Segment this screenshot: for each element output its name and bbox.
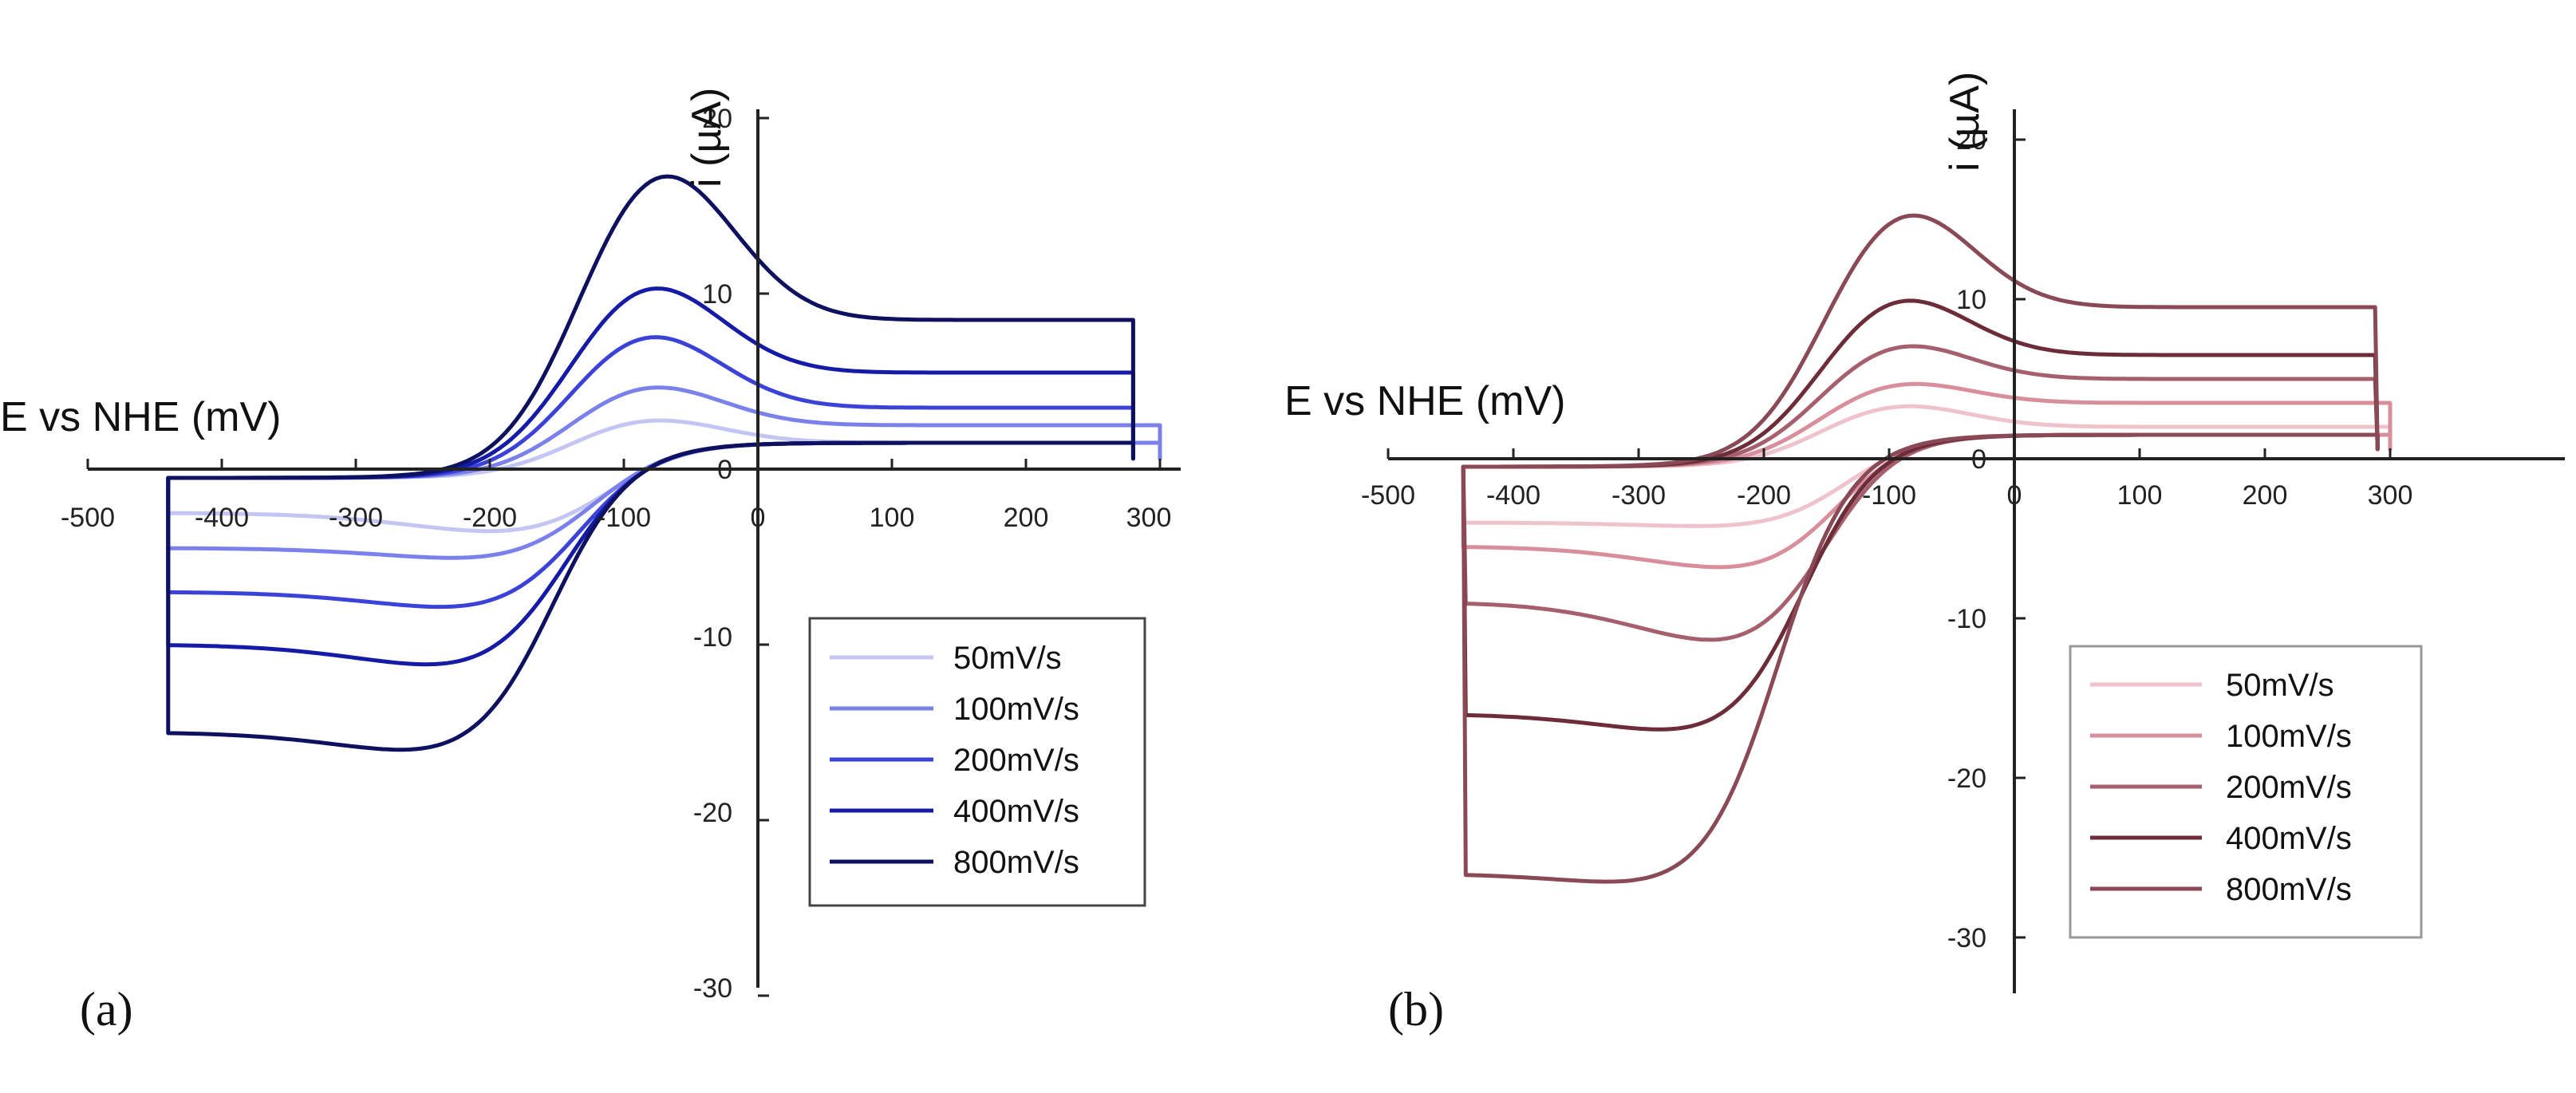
panel-a-y-tick-label: -10 bbox=[693, 622, 732, 653]
panel-a-y-tick-label: 10 bbox=[702, 279, 732, 310]
panel-b-x-tick-label: -500 bbox=[1361, 480, 1415, 511]
cv-curve-800mV-per-s bbox=[166, 174, 1135, 752]
panel-b-x-tick-label: 300 bbox=[2368, 480, 2413, 511]
legend-label: 100mV/s bbox=[953, 692, 1079, 727]
panel-a-ticks bbox=[86, 116, 1162, 997]
panel-b-y-tick-label: 10 bbox=[1956, 285, 1986, 315]
legend-label: 400mV/s bbox=[2226, 821, 2352, 856]
panel-a: -500 -400 -300 -200 -100 0 100 200 300 -… bbox=[0, 88, 1181, 1036]
panel-a-x-tick-label: 200 bbox=[1004, 503, 1049, 533]
legend-label: 50mV/s bbox=[2226, 668, 2334, 703]
panel-a-x-tick-label: -500 bbox=[61, 503, 115, 533]
panel-a-x-tick-label: -200 bbox=[463, 503, 517, 533]
cv-curve-800mV-per-s bbox=[1461, 213, 2380, 884]
panel-b-y-tick-label: -20 bbox=[1947, 764, 1986, 794]
panel-a-x-tick-label: 0 bbox=[751, 503, 766, 533]
panel-a-x-axis-title: E vs NHE (mV) bbox=[0, 394, 281, 440]
panel-a-y-tick-labels: -30 -20 -10 0 10 20 bbox=[693, 104, 732, 1004]
cv-curve-200mV-per-s bbox=[166, 335, 1135, 610]
panel-a-x-tick-label: -100 bbox=[597, 503, 651, 533]
panel-b-y-tick-labels: -30 -20 -10 0 10 20 bbox=[1947, 125, 1986, 953]
panel-a-x-tick-label: -400 bbox=[195, 503, 249, 533]
cv-curve-100mV-per-s bbox=[1461, 381, 2393, 570]
panel-b-x-tick-label: -100 bbox=[1862, 480, 1916, 511]
panel-b-curves bbox=[1461, 213, 2393, 884]
panel-b: -500 -400 -300 -200 -100 0 100 200 300 -… bbox=[1284, 72, 2565, 1036]
panel-a-y-tick-label: -30 bbox=[693, 973, 732, 1004]
panel-b-x-tick-label: 200 bbox=[2243, 480, 2288, 511]
panel-a-y-tick-label: 0 bbox=[717, 455, 732, 485]
panel-a-curves bbox=[166, 174, 1162, 752]
panel-b-y-tick-label: -30 bbox=[1947, 923, 1986, 953]
panel-a-x-tick-label: 100 bbox=[870, 503, 915, 533]
panel-a-y-tick-label: -20 bbox=[693, 798, 732, 828]
panel-a-legend-box bbox=[808, 617, 1146, 907]
panel-b-y-tick-label: 0 bbox=[1971, 444, 1986, 475]
legend-label: 200mV/s bbox=[2226, 770, 2352, 805]
cv-curve-200mV-per-s bbox=[1461, 344, 2380, 642]
panel-b-x-tick-label: -300 bbox=[1611, 480, 1666, 511]
legend-label: 50mV/s bbox=[953, 641, 1062, 676]
legend-label: 400mV/s bbox=[953, 794, 1079, 829]
legend-label: 100mV/s bbox=[2226, 719, 2352, 754]
panel-a-x-tick-label: 300 bbox=[1126, 503, 1172, 533]
panel-a-x-tick-label: -300 bbox=[329, 503, 383, 533]
panel-a-x-tick-labels: -500 -400 -300 -200 -100 0 100 200 300 bbox=[61, 503, 1171, 533]
panel-b-x-tick-label: 0 bbox=[2007, 480, 2022, 511]
panel-b-axes bbox=[1388, 109, 2565, 993]
panel-b-y-tick-label: 20 bbox=[1956, 125, 1986, 156]
panel-a-y-axis-title: i (µA) bbox=[684, 88, 730, 187]
panel-b-y-tick-label: -10 bbox=[1947, 604, 1986, 634]
panel-a-y-tick-label: 20 bbox=[702, 104, 732, 134]
panel-b-x-tick-label: -200 bbox=[1737, 480, 1791, 511]
panel-b-label: (b) bbox=[1388, 983, 1444, 1036]
legend-label: 800mV/s bbox=[953, 845, 1079, 880]
panel-b-x-tick-label: 100 bbox=[2117, 480, 2163, 511]
cv-curve-100mV-per-s bbox=[166, 385, 1162, 560]
panel-a-axes bbox=[88, 109, 1181, 988]
panel-b-ticks bbox=[1387, 138, 2392, 939]
panel-b-x-axis-title: E vs NHE (mV) bbox=[1284, 378, 1565, 424]
panel-b-x-tick-label: -400 bbox=[1486, 480, 1540, 511]
legend-label: 200mV/s bbox=[953, 743, 1079, 778]
panel-a-label: (a) bbox=[80, 983, 133, 1036]
panel-b-x-tick-labels: -500 -400 -300 -200 -100 0 100 200 300 bbox=[1361, 480, 2412, 511]
panel-b-legend: 50mV/s 100mV/s 200mV/s 400mV/s 800mV/s bbox=[2069, 645, 2423, 939]
panel-a-legend: 50mV/s 100mV/s 200mV/s 400mV/s 800mV/s bbox=[808, 617, 1146, 907]
legend-label: 800mV/s bbox=[2226, 872, 2352, 907]
panel-b-y-axis-title: i (µA) bbox=[1942, 72, 1988, 172]
